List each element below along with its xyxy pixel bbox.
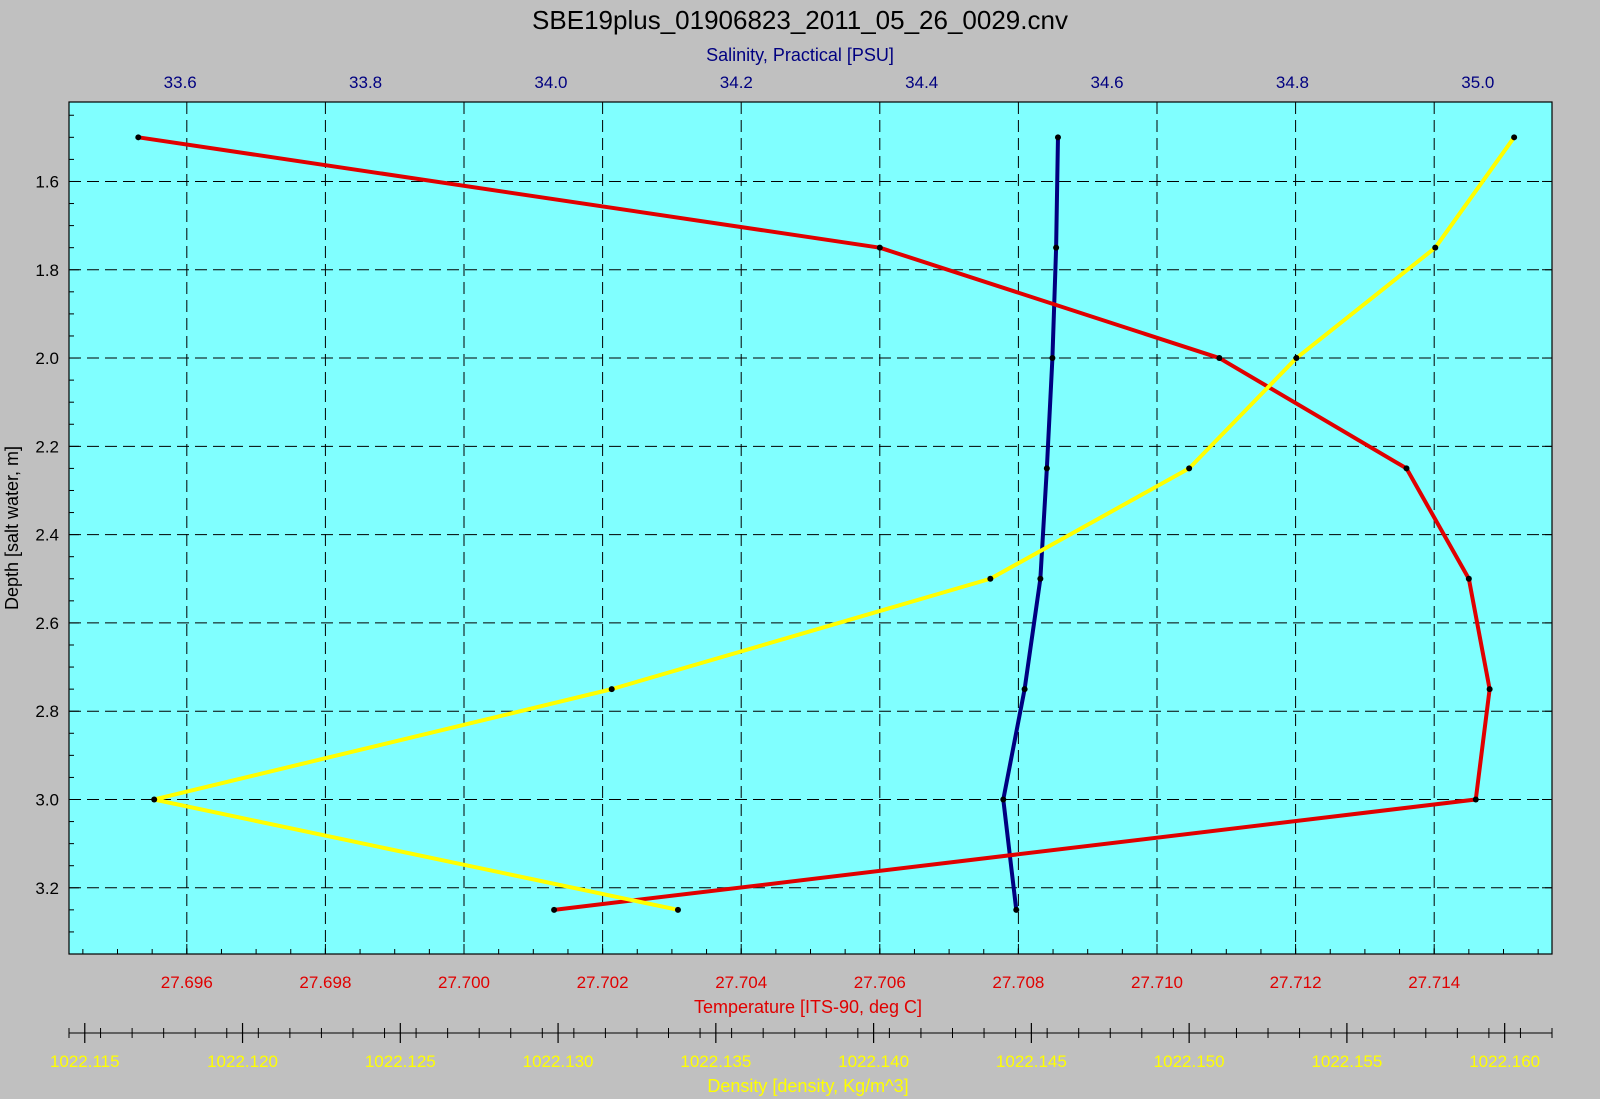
salinity-tick-label: 34.4 bbox=[905, 73, 938, 92]
temperature-axis: 27.696 27.698 27.700 27.702 27.704 27.706 27.7… bbox=[82, 944, 1539, 992]
salinity-axis: 33.6 33.8 34.0 34.2 34.4 34.6 34.8 35.0 bbox=[164, 73, 1495, 92]
depth-axis-label: Depth [salt water, m] bbox=[2, 446, 22, 610]
depth-tick-label: 2.0 bbox=[35, 349, 59, 368]
density-tick-label: 1022.135 bbox=[680, 1052, 751, 1071]
temperature-tick-label: 27.700 bbox=[438, 973, 490, 992]
depth-tick-label: 3.2 bbox=[35, 879, 59, 898]
data-point-salinity bbox=[1013, 906, 1020, 913]
density-axis: 1022.115 1022.120 1022.125 1022.130 1022.135… bbox=[50, 1023, 1553, 1071]
data-point-density bbox=[987, 575, 994, 582]
depth-axis: 1.6 1.8 2.0 2.2 2.4 2.6 2.8 3.0 3.2 bbox=[35, 114, 1552, 933]
depth-tick-label: 2.8 bbox=[35, 702, 59, 721]
data-point-density bbox=[1186, 465, 1193, 472]
salinity-axis-label: Salinity, Practical [PSU] bbox=[706, 45, 894, 65]
data-point-density bbox=[1293, 355, 1300, 362]
salinity-tick-label: 33.8 bbox=[349, 73, 382, 92]
temperature-tick-label: 27.696 bbox=[161, 973, 213, 992]
density-tick-label: 1022.140 bbox=[838, 1052, 909, 1071]
temperature-tick-label: 27.706 bbox=[854, 973, 906, 992]
plot-area bbox=[68, 101, 1553, 955]
data-point-density bbox=[1511, 134, 1518, 141]
temperature-tick-label: 27.702 bbox=[577, 973, 629, 992]
series-line-density bbox=[152, 136, 1516, 912]
data-point-salinity bbox=[1000, 796, 1007, 803]
salinity-tick-label: 35.0 bbox=[1461, 73, 1494, 92]
data-point-temperature bbox=[1472, 796, 1479, 803]
depth-tick-label: 2.6 bbox=[35, 614, 59, 633]
data-point-salinity bbox=[1021, 686, 1028, 693]
series-line-temperature bbox=[138, 135, 1492, 912]
density-tick-label: 1022.120 bbox=[207, 1052, 278, 1071]
temperature-tick-label: 27.698 bbox=[299, 973, 351, 992]
grid bbox=[69, 102, 1552, 954]
density-tick-label: 1022.130 bbox=[523, 1052, 594, 1071]
density-tick-label: 1022.160 bbox=[1469, 1052, 1540, 1071]
temperature-tick-label: 27.714 bbox=[1408, 973, 1460, 992]
data-point-temperature bbox=[876, 244, 883, 251]
temperature-tick-label: 27.712 bbox=[1270, 973, 1322, 992]
density-tick-label: 1022.155 bbox=[1311, 1052, 1382, 1071]
data-point-density bbox=[674, 906, 681, 913]
data-point-temperature bbox=[1465, 575, 1472, 582]
salinity-tick-label: 33.6 bbox=[164, 73, 197, 92]
data-point-density bbox=[151, 796, 158, 803]
density-tick-label: 1022.115 bbox=[50, 1052, 120, 1071]
data-point-temperature bbox=[1486, 686, 1493, 693]
data-point-temperature bbox=[1216, 355, 1223, 362]
data-point-salinity bbox=[1049, 355, 1056, 362]
salinity-tick-label: 34.2 bbox=[720, 73, 753, 92]
depth-tick-label: 1.6 bbox=[35, 172, 59, 191]
temperature-tick-label: 27.704 bbox=[715, 973, 767, 992]
temperature-axis-label: Temperature [ITS-90, deg C] bbox=[694, 997, 922, 1017]
data-point-salinity bbox=[1043, 465, 1050, 472]
density-axis-label: Density [density, Kg/m^3] bbox=[707, 1076, 908, 1096]
density-tick-label: 1022.145 bbox=[996, 1052, 1067, 1071]
temperature-tick-label: 27.708 bbox=[992, 973, 1044, 992]
data-point-salinity bbox=[1037, 575, 1044, 582]
depth-tick-label: 1.8 bbox=[35, 261, 59, 280]
series-layer bbox=[135, 134, 1518, 913]
data-point-temperature bbox=[135, 134, 142, 141]
depth-tick-label: 2.2 bbox=[35, 437, 59, 456]
data-point-temperature bbox=[1403, 465, 1410, 472]
data-point-salinity bbox=[1054, 134, 1061, 141]
data-point-density bbox=[1432, 244, 1439, 251]
data-point-temperature bbox=[551, 906, 558, 913]
temperature-tick-label: 27.710 bbox=[1131, 973, 1183, 992]
salinity-tick-label: 34.6 bbox=[1091, 73, 1124, 92]
depth-tick-label: 3.0 bbox=[35, 790, 59, 809]
depth-tick-label: 2.4 bbox=[35, 526, 59, 545]
data-point-salinity bbox=[1053, 244, 1060, 251]
salinity-tick-label: 34.8 bbox=[1276, 73, 1309, 92]
salinity-tick-label: 34.0 bbox=[534, 73, 567, 92]
chart-title: SBE19plus_01906823_2011_05_26_0029.cnv bbox=[532, 5, 1068, 35]
density-tick-label: 1022.125 bbox=[365, 1052, 436, 1071]
data-point-density bbox=[608, 686, 615, 693]
series-line-salinity bbox=[1001, 137, 1060, 911]
density-tick-label: 1022.150 bbox=[1154, 1052, 1225, 1071]
